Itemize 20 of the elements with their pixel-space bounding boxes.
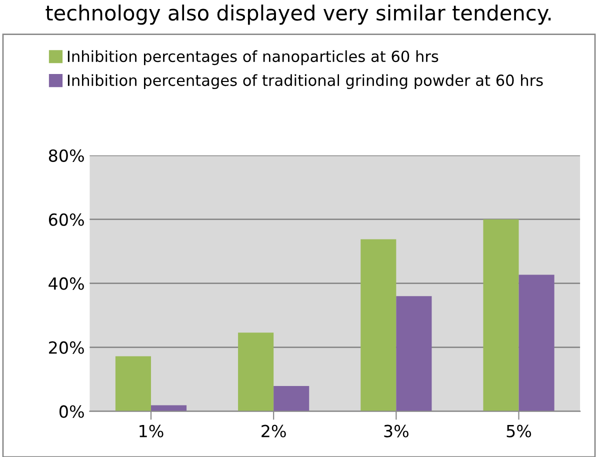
bar: [360, 239, 396, 412]
bar: [518, 274, 554, 412]
legend-label: Inhibition percentages of traditional grinding powder at 60 hrs: [68, 74, 543, 90]
y-tick-label: 0%: [60, 405, 84, 418]
y-tick-label: 40%: [48, 277, 84, 290]
bar: [150, 405, 187, 412]
y-tick-label: 60%: [48, 213, 84, 226]
legend-label: Inhibition percentages of nanoparticles at 60 hrs: [68, 50, 438, 66]
bar: [274, 386, 310, 412]
x-tick-label: 5%: [506, 424, 532, 438]
x-tick-label: 2%: [262, 424, 286, 438]
bar: [238, 332, 274, 412]
y-tick-label: 20%: [49, 341, 84, 354]
bar: [396, 296, 432, 412]
bar: [483, 219, 519, 412]
x-tick-label: 1%: [140, 424, 164, 438]
bar: [115, 356, 151, 412]
text: technology also displayed very similar tendency.: [46, 4, 551, 25]
x-tick-label: 3%: [384, 424, 408, 438]
y-tick-label: 80%: [48, 149, 84, 162]
